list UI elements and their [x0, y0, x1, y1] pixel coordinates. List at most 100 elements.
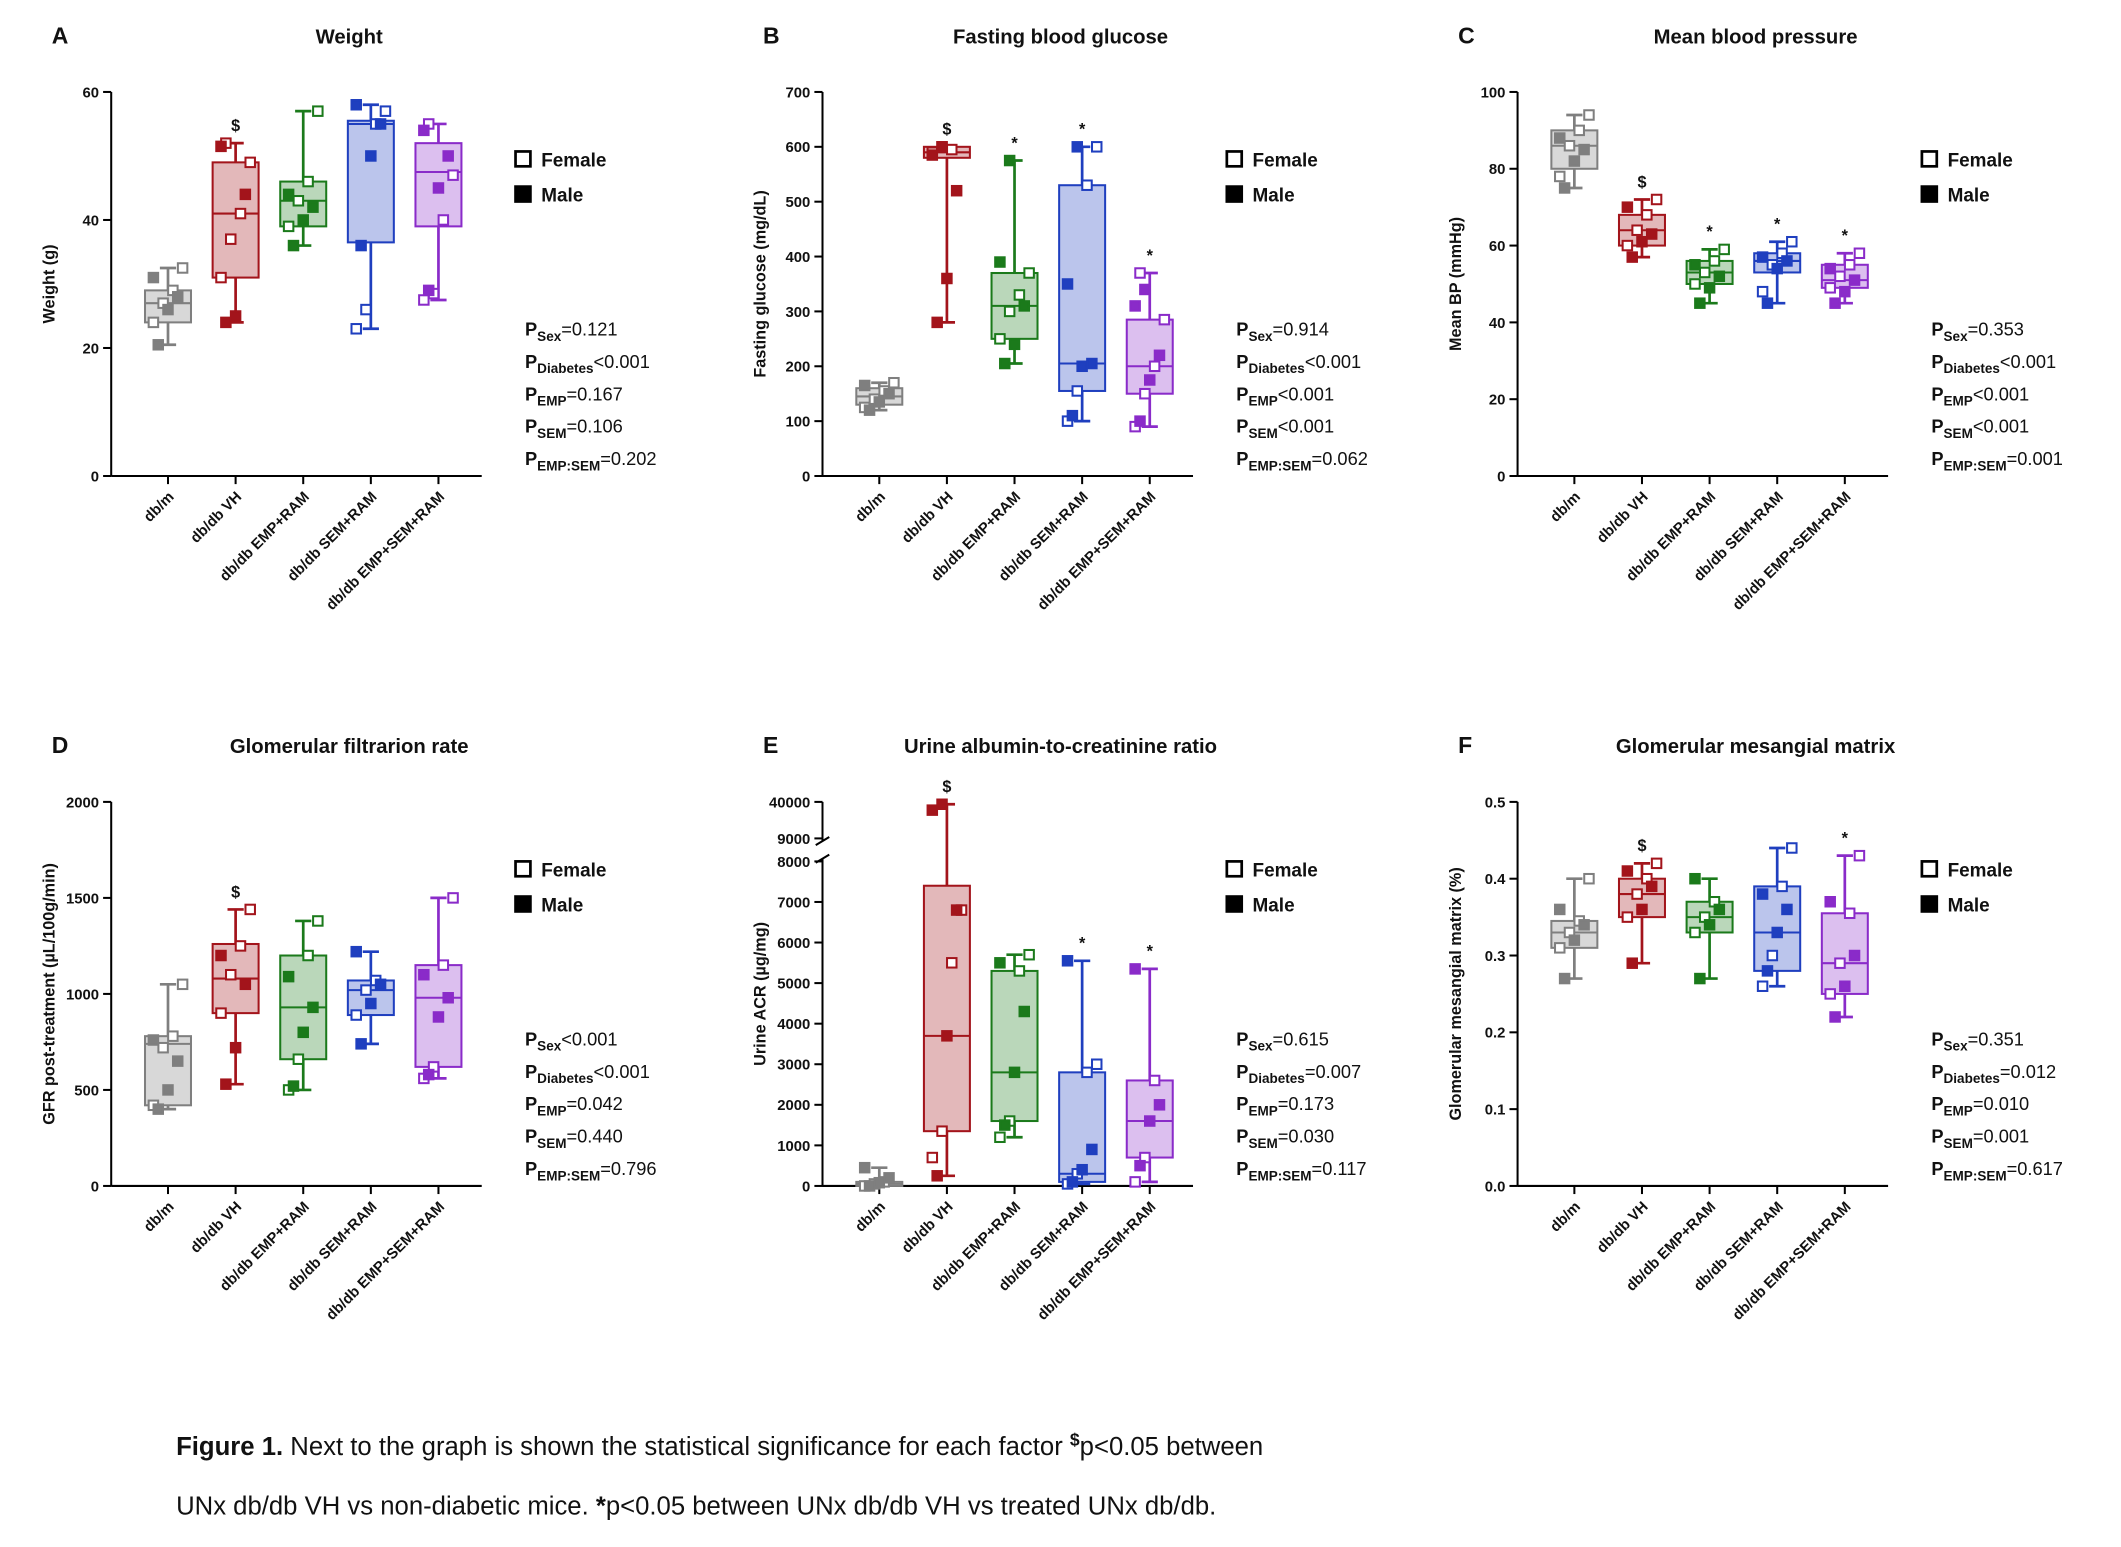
male-point [1756, 888, 1769, 900]
female-point [1824, 282, 1836, 294]
stat-symbol: P [1931, 1028, 1943, 1049]
stat-value: =0.121 [561, 318, 617, 339]
female-point [157, 1041, 169, 1054]
stat-line: PDiabetes<0.001 [525, 351, 650, 376]
male-point [282, 970, 295, 983]
stat-line: PDiabetes=0.007 [1236, 1061, 1361, 1086]
stat-line: PSEM=0.001 [1931, 1126, 2029, 1151]
male-point [931, 1170, 943, 1182]
panel: D Glomerular filtrarion rate GFR post-trea… [40, 732, 656, 1323]
y-tick-label: 60 [1489, 239, 1506, 255]
female-point [302, 949, 314, 962]
female-point [1834, 270, 1846, 283]
stat-line: PEMP=0.042 [525, 1093, 623, 1118]
female-point [1689, 278, 1701, 290]
y-tick-label: 40 [1489, 316, 1506, 332]
male-point [950, 904, 963, 916]
male-point [1134, 415, 1146, 427]
male-point [418, 124, 430, 137]
male-point [1848, 949, 1861, 962]
caption-line-2: UNx db/db VH vs non-diabetic mice. *p<0.… [176, 1493, 1216, 1521]
stat-value: =0.010 [1973, 1093, 2029, 1114]
stat-value: <0.001 [1973, 416, 2029, 437]
y-tick-label: 0.0 [1485, 1179, 1506, 1195]
male-point [950, 184, 963, 197]
stat-line: PSEM=0.106 [525, 416, 623, 441]
legend-swatch [1225, 150, 1244, 168]
male-point [152, 1103, 165, 1115]
legend-swatch [1920, 860, 1939, 878]
male-point [994, 957, 1006, 969]
female-point [1641, 209, 1653, 221]
male-point [1848, 274, 1861, 286]
stat-line: PEMP=0.010 [1931, 1093, 2029, 1118]
stat-symbol: P [525, 1126, 537, 1147]
male-point [422, 284, 435, 297]
male-point [282, 188, 295, 201]
stat-symbol: P [1236, 1028, 1248, 1049]
male-point [1689, 259, 1701, 271]
y-tick-label: 100 [1481, 85, 1506, 101]
female-point [1148, 360, 1161, 373]
stat-line: PSex<0.001 [525, 1028, 618, 1053]
stat-symbol: P [1931, 318, 1943, 339]
box [990, 969, 1039, 1123]
male-point [863, 1180, 876, 1192]
significance-marker: * [1842, 227, 1849, 245]
male-point [1008, 1066, 1021, 1079]
stat-line: PDiabetes<0.001 [1236, 351, 1361, 376]
stat-symbol: P [1931, 383, 1943, 404]
y-tick-label: 1000 [777, 1139, 810, 1155]
significance-marker: * [1147, 943, 1154, 961]
male-point [1689, 872, 1701, 885]
female-point [1718, 243, 1730, 256]
panel-title: Urine albumin-to-creatinine ratio [904, 736, 1217, 758]
x-tick-label: db/db EMP+SEM+RAM [1035, 1199, 1160, 1324]
panel-title: Mean blood pressure [1654, 26, 1858, 48]
stat-value: =0.202 [600, 448, 656, 469]
male-point [1621, 201, 1634, 213]
y-tick-label: 0.2 [1485, 1026, 1506, 1042]
female-point [1786, 235, 1798, 248]
male-point [1626, 251, 1638, 263]
panel-letter: A [52, 22, 69, 48]
male-point [1636, 903, 1648, 916]
female-point [1583, 109, 1595, 121]
male-point [1839, 285, 1851, 298]
stat-line: PEMP<0.001 [1931, 383, 2029, 408]
significance-marker: * [1842, 829, 1849, 847]
y-tick-label: 0 [91, 469, 99, 485]
male-point [287, 239, 300, 252]
stat-value: =0.001 [1973, 1126, 2029, 1147]
male-point [863, 404, 876, 416]
legend-swatch [1225, 860, 1244, 878]
stat-symbol: P [525, 416, 537, 437]
y-tick-label: 40 [83, 213, 100, 229]
y-tick-label: 0.5 [1485, 795, 1506, 811]
male-point [442, 150, 454, 162]
stat-symbol: P [525, 1093, 537, 1114]
male-point [1144, 374, 1156, 386]
panel-letter: B [763, 22, 780, 48]
x-tick-label: db/db EMP+SEM+RAM [1730, 1199, 1855, 1324]
stat-symbol: P [1931, 1093, 1943, 1114]
stat-factor: Sex [1944, 1039, 1969, 1054]
x-tick-label: db/db EMP+SEM+RAM [1730, 489, 1855, 614]
male-point [215, 140, 227, 153]
female-point [350, 1009, 362, 1021]
female-point [167, 1030, 179, 1042]
male-point [239, 188, 252, 201]
stat-line: PDiabetes<0.001 [525, 1061, 650, 1086]
female-point [1158, 313, 1171, 326]
female-point [1573, 124, 1585, 137]
male-point [936, 798, 948, 811]
stat-factor: EMP:SEM [1944, 459, 2007, 474]
stat-value: =0.030 [1278, 1126, 1334, 1147]
y-tick-label: 20 [1489, 393, 1506, 409]
male-point [1645, 228, 1658, 240]
male-point [220, 1078, 232, 1090]
male-point [1139, 283, 1151, 296]
stat-line: PEMP:SEM=0.796 [525, 1158, 657, 1183]
significance-marker: $ [942, 778, 951, 796]
legend-label: Female [1948, 150, 2013, 171]
